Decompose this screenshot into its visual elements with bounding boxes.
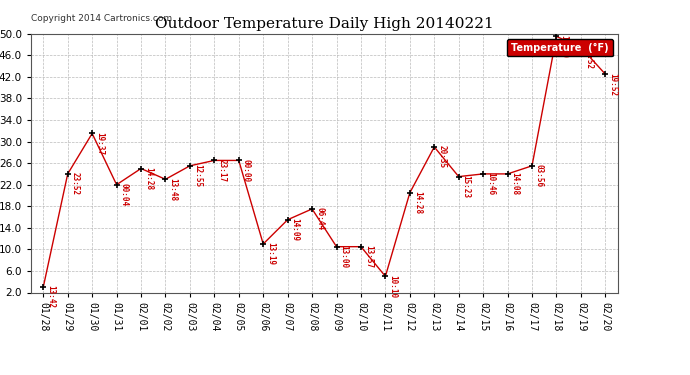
Text: 13:00: 13:00 (339, 245, 348, 268)
Text: 23:52: 23:52 (70, 172, 79, 195)
Text: 03:56: 03:56 (535, 164, 544, 188)
Text: 15:23: 15:23 (462, 175, 471, 198)
Text: 14:28: 14:28 (413, 191, 422, 214)
Text: 00:04: 00:04 (119, 183, 128, 206)
Text: 23:17: 23:17 (217, 159, 226, 182)
Text: 13:42: 13:42 (46, 285, 55, 309)
Text: 20:35: 20:35 (437, 146, 446, 168)
Text: 13:57: 13:57 (364, 245, 373, 268)
Legend: Temperature  (°F): Temperature (°F) (507, 39, 613, 57)
Text: 10:10: 10:10 (388, 275, 397, 298)
Text: 10:46: 10:46 (486, 172, 495, 195)
Text: 06:44: 06:44 (315, 207, 324, 231)
Text: 12:55: 12:55 (193, 164, 202, 188)
Text: 14:28: 14:28 (144, 167, 153, 190)
Text: 14:09: 14:09 (290, 218, 299, 241)
Text: 14:59: 14:59 (560, 35, 569, 58)
Text: 19:37: 19:37 (95, 132, 104, 155)
Text: 19:52: 19:52 (584, 46, 593, 69)
Text: Copyright 2014 Cartronics.com: Copyright 2014 Cartronics.com (31, 14, 172, 23)
Title: Outdoor Temperature Daily High 20140221: Outdoor Temperature Daily High 20140221 (155, 17, 493, 31)
Text: 14:08: 14:08 (511, 172, 520, 195)
Text: 13:48: 13:48 (168, 178, 177, 201)
Text: 00:00: 00:00 (241, 159, 250, 182)
Text: 19:52: 19:52 (609, 73, 618, 96)
Text: 13:19: 13:19 (266, 242, 275, 266)
